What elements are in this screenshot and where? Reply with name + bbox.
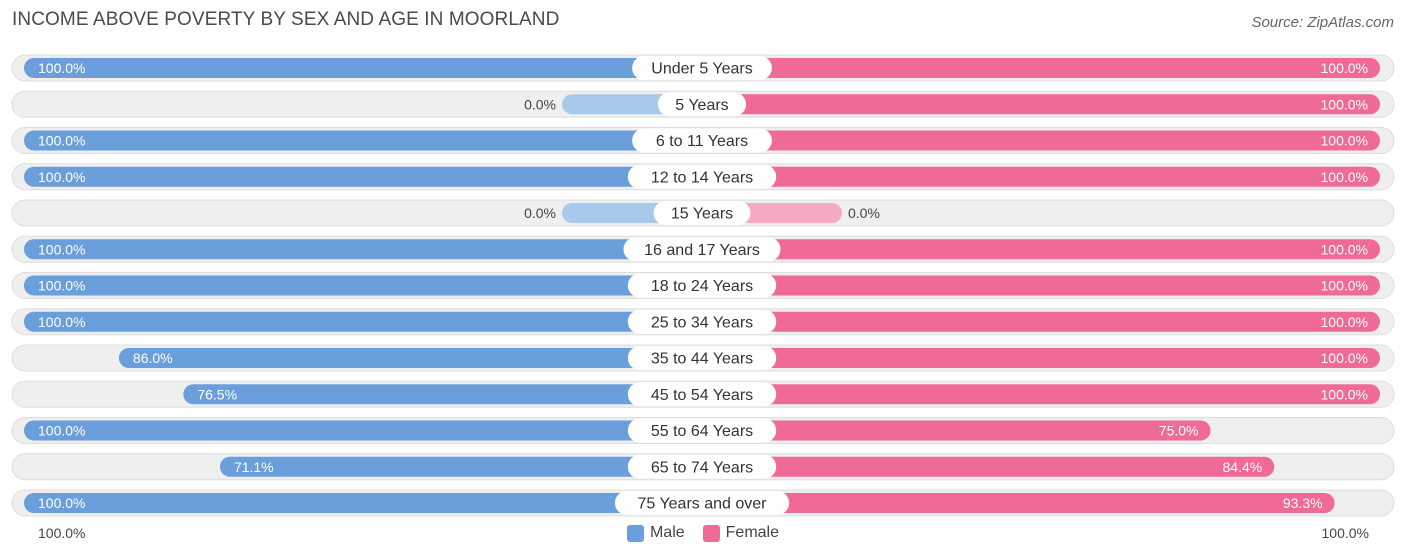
- axis-right-label: 100.0%: [1321, 525, 1369, 541]
- bar-female: [702, 384, 1380, 405]
- category-label-bg: [627, 346, 777, 370]
- bar-male: [24, 239, 702, 260]
- source-credit: Source: ZipAtlas.com: [1251, 14, 1394, 31]
- male-value-label: 71.1%: [234, 459, 274, 475]
- female-value-label: 100.0%: [1321, 350, 1368, 366]
- female-swatch: [702, 524, 720, 542]
- male-value-label: 100.0%: [38, 495, 85, 511]
- category-label: 12 to 14 Years: [651, 169, 753, 186]
- category-label: 75 Years and over: [638, 496, 768, 513]
- category-label-bg: [623, 237, 781, 262]
- category-label: 18 to 24 Years: [651, 278, 753, 295]
- category-label: 35 to 44 Years: [651, 351, 753, 368]
- category-label-bg: [653, 201, 751, 225]
- category-label-bg: [627, 418, 777, 443]
- female-value-label: 100.0%: [1321, 278, 1368, 294]
- category-label-bg: [632, 128, 772, 153]
- male-swatch: [626, 524, 644, 542]
- bar-male: [24, 275, 702, 296]
- female-value-label: 100.0%: [1321, 60, 1368, 76]
- category-label-bg: [627, 309, 777, 334]
- bar-male: [24, 130, 702, 151]
- male-value-label: 76.5%: [197, 386, 237, 402]
- female-value-label: 100.0%: [1321, 169, 1368, 185]
- male-value-label: 100.0%: [38, 241, 85, 257]
- bar-female: [702, 58, 1380, 78]
- category-label-bg: [657, 92, 747, 117]
- category-label: 25 to 34 Years: [651, 314, 753, 331]
- male-value-label: 0.0%: [524, 96, 556, 112]
- female-value-label: 75.0%: [1159, 423, 1199, 439]
- bar-female: [702, 275, 1380, 296]
- bar-female: [702, 420, 1211, 441]
- chart-title: INCOME ABOVE POVERTY BY SEX AND AGE IN M…: [12, 9, 560, 30]
- male-value-label: 100.0%: [38, 278, 85, 294]
- bar-female: [702, 130, 1380, 151]
- female-value-label: 100.0%: [1321, 386, 1368, 402]
- bar-female: [702, 348, 1380, 368]
- legend-item-female[interactable]: Female: [702, 524, 780, 542]
- bar-male: [183, 384, 702, 405]
- bar-male: [118, 348, 703, 368]
- legend: Male Female: [0, 523, 1406, 543]
- category-label: 45 to 54 Years: [651, 387, 753, 404]
- category-label-bg: [627, 454, 777, 479]
- legend-item-male[interactable]: Male: [626, 524, 685, 542]
- category-label: 16 and 17 Years: [644, 242, 760, 259]
- category-label: 15 Years: [671, 206, 733, 223]
- bar-female: [702, 311, 1380, 332]
- male-value-label: 100.0%: [38, 60, 85, 76]
- bar-male: [24, 420, 702, 441]
- female-value-label: 93.3%: [1283, 495, 1323, 511]
- category-label-bg: [614, 491, 790, 515]
- female-value-label: 84.4%: [1223, 459, 1263, 475]
- bar-female: [702, 239, 1380, 260]
- bar-female: [702, 166, 1380, 187]
- category-label: 55 to 64 Years: [651, 423, 753, 440]
- category-label-bg: [627, 273, 777, 298]
- legend-male-label: Male: [649, 524, 685, 541]
- male-value-label: 100.0%: [38, 423, 85, 439]
- male-value-label: 100.0%: [38, 169, 85, 185]
- bar-male: [219, 456, 702, 477]
- bar-male: [24, 166, 702, 187]
- female-value-label: 100.0%: [1321, 133, 1368, 149]
- bar-male: [24, 311, 702, 332]
- male-value-label: 0.0%: [524, 205, 556, 221]
- bar-female: [702, 94, 1380, 115]
- bar-male: [24, 58, 702, 78]
- male-value-label: 100.0%: [38, 314, 85, 330]
- female-value-label: 100.0%: [1321, 241, 1368, 257]
- category-label: Under 5 Years: [651, 61, 752, 78]
- bar-female: [702, 456, 1275, 477]
- male-value-label: 86.0%: [133, 350, 173, 366]
- male-value-label: 100.0%: [38, 133, 85, 149]
- category-label: 65 to 74 Years: [651, 459, 753, 476]
- bar-female: [702, 493, 1335, 513]
- axis-left-label: 100.0%: [38, 525, 86, 541]
- female-value-label: 100.0%: [1321, 314, 1368, 330]
- category-label: 6 to 11 Years: [656, 133, 748, 150]
- category-label: 5 Years: [675, 97, 728, 114]
- category-label-bg: [632, 56, 772, 80]
- female-value-label: 100.0%: [1321, 96, 1368, 112]
- category-label-bg: [627, 382, 777, 407]
- bar-male: [24, 493, 702, 513]
- category-label-bg: [627, 164, 777, 189]
- legend-female-label: Female: [725, 524, 780, 541]
- female-value-label: 0.0%: [848, 205, 880, 221]
